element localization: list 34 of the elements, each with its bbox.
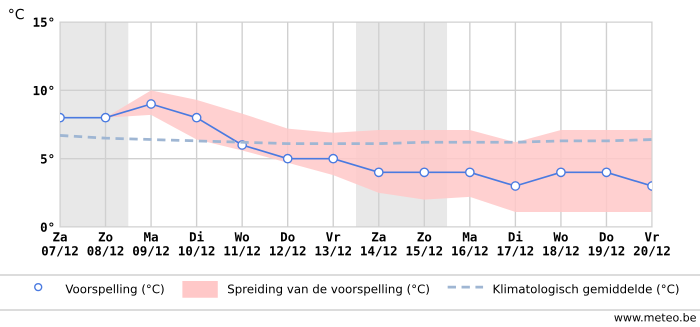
- point: [146, 99, 156, 109]
- point: [602, 167, 612, 178]
- point: [556, 167, 566, 178]
- x-tick-label: Di 10/12: [178, 231, 214, 257]
- y-tick-label: 10°: [34, 86, 54, 96]
- x-tick-label: Di 17/12: [498, 231, 534, 257]
- x-tick-label: Ma 16/12: [452, 232, 488, 257]
- x-tick-label: Wo 18/12: [543, 232, 579, 257]
- text: Spreiding van de voorspelling (°C): [228, 284, 429, 296]
- x-tick-label: Vr 20/12: [634, 232, 670, 257]
- x-tick-label: Vr 13/12: [316, 232, 352, 257]
- y-tick-label: 5°: [40, 154, 54, 164]
- point: [374, 167, 384, 178]
- x-tick-label: Za 14/12: [361, 232, 397, 257]
- x-tick-label: Do 19/12: [588, 232, 624, 257]
- x-tick-label: Zo 15/12: [406, 232, 442, 257]
- x-tick-label: Wo 11/12: [224, 232, 260, 257]
- point: [510, 181, 520, 191]
- point: [328, 154, 338, 164]
- text: www.meteo.be: [614, 312, 696, 322]
- point: [282, 154, 293, 164]
- x-tick-label: Ma 09/12: [133, 232, 169, 257]
- legend-label: Klimatologisch gemiddelde (°C): [494, 284, 678, 296]
- point: [419, 167, 430, 178]
- x-tick-label: Do 12/12: [270, 232, 306, 257]
- legend-label: Voorspelling (°C): [65, 284, 164, 296]
- y-tick-label: 0°: [40, 222, 54, 232]
- point: [464, 167, 475, 178]
- x-tick-label: Za 07/12: [42, 232, 78, 257]
- x-tick-label: Zo 08/12: [87, 232, 124, 257]
- point: [192, 112, 202, 123]
- point: [100, 112, 110, 123]
- y-axis-title: °C: [9, 8, 24, 20]
- y-tick-label: 15°: [34, 17, 54, 27]
